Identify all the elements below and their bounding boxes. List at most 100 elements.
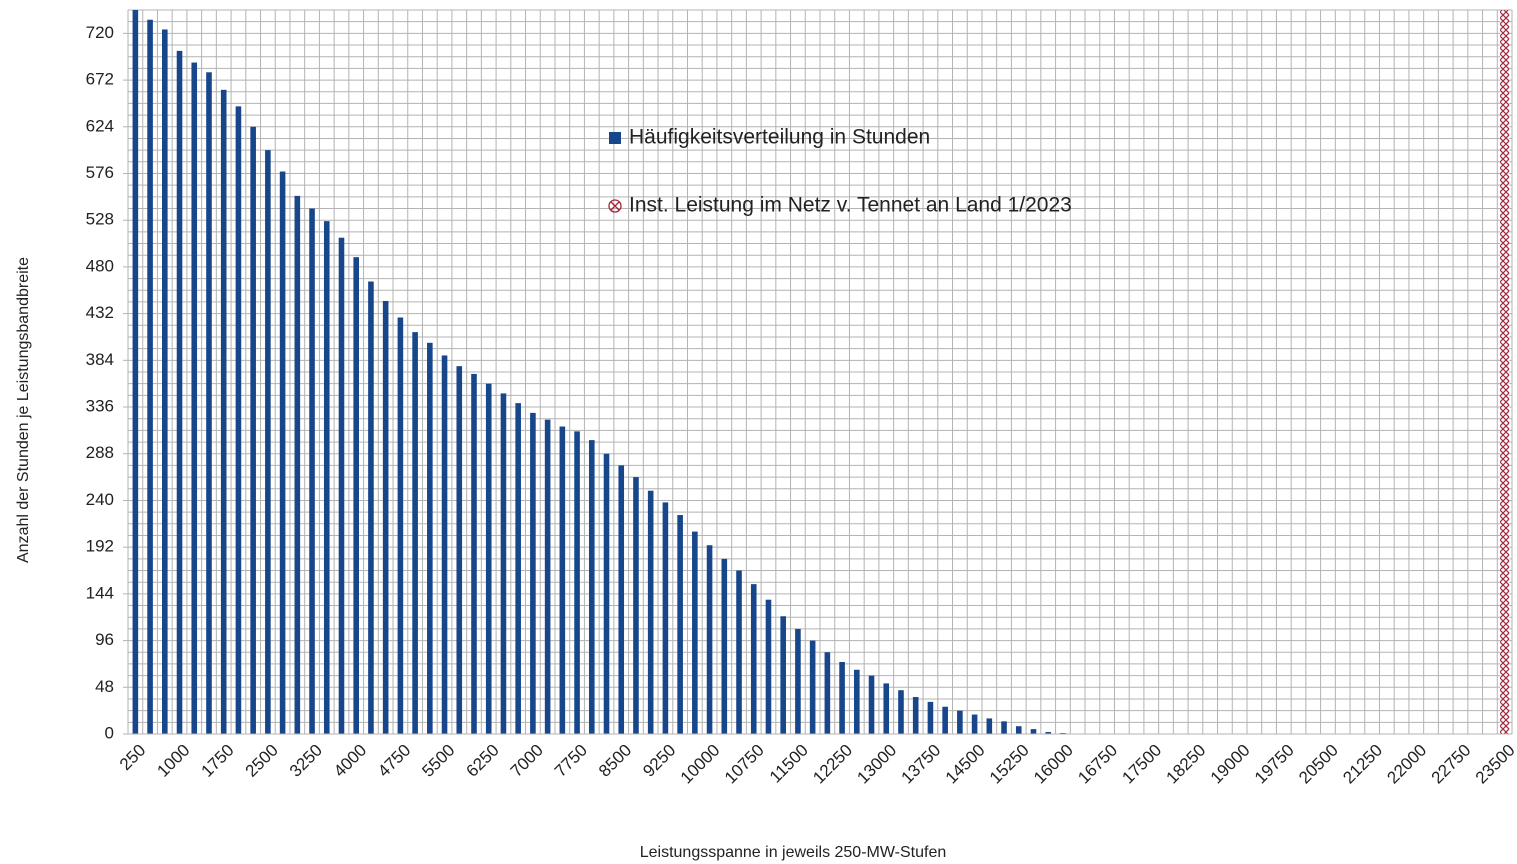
bar xyxy=(1015,726,1022,734)
y-tick-label: 720 xyxy=(86,23,114,42)
bar xyxy=(971,714,978,734)
bar xyxy=(441,355,448,734)
legend-label: Häufigkeitsverteilung in Stunden xyxy=(629,126,930,149)
y-tick-label: 240 xyxy=(86,490,114,509)
y-tick-label: 624 xyxy=(86,116,114,135)
bar xyxy=(176,50,183,734)
x-tick-label: 250 xyxy=(116,741,149,774)
legend-marker xyxy=(610,201,620,211)
bar xyxy=(603,453,610,734)
x-tick-label: 18250 xyxy=(1163,741,1210,788)
bar xyxy=(795,628,801,734)
bar xyxy=(235,106,242,735)
bar xyxy=(544,419,551,734)
x-tick-label: 12250 xyxy=(809,741,856,788)
bar xyxy=(559,426,566,734)
bar xyxy=(265,150,271,734)
y-tick-label: 432 xyxy=(86,303,114,322)
bar xyxy=(868,675,875,734)
bar xyxy=(368,281,374,734)
legend-label: Inst. Leistung im Netz v. Tennet an Land… xyxy=(629,194,1072,217)
bar xyxy=(382,300,389,734)
bar xyxy=(147,19,153,734)
x-tick-label: 7000 xyxy=(507,741,547,781)
bar xyxy=(618,465,625,734)
bar xyxy=(1030,729,1037,734)
bar xyxy=(809,640,816,734)
y-tick-label: 528 xyxy=(86,210,114,229)
bar xyxy=(765,599,772,734)
bar xyxy=(1500,10,1510,734)
x-tick-label: 10000 xyxy=(677,741,724,788)
bar xyxy=(456,366,463,734)
y-tick-label: 144 xyxy=(86,583,114,602)
bar xyxy=(662,502,669,734)
x-tick-label: 17500 xyxy=(1118,741,1165,788)
y-tick-label: 48 xyxy=(95,677,114,696)
bar xyxy=(750,584,757,734)
x-tick-label: 23500 xyxy=(1472,741,1517,788)
bar xyxy=(206,72,212,735)
bar xyxy=(780,616,786,734)
bar xyxy=(471,373,477,734)
bar xyxy=(427,342,433,734)
bar xyxy=(574,431,580,734)
y-tick-label: 480 xyxy=(86,256,114,275)
x-tick-label: 22750 xyxy=(1428,741,1475,788)
x-tick-label: 3250 xyxy=(286,741,326,781)
x-tick-label: 22000 xyxy=(1383,741,1430,788)
x-tick-label: 16000 xyxy=(1030,741,1077,788)
x-tick-label: 19750 xyxy=(1251,741,1298,788)
bar xyxy=(854,669,860,734)
bar xyxy=(191,62,198,734)
bar xyxy=(824,652,831,734)
bar xyxy=(412,332,418,734)
x-tick-label: 1750 xyxy=(198,741,238,781)
bar xyxy=(162,29,168,735)
bar xyxy=(500,393,507,734)
y-axis-title: Anzahl der Stunden je Leistungsbandbreit… xyxy=(15,257,32,563)
bar xyxy=(309,208,315,735)
x-tick-label: 19000 xyxy=(1207,741,1254,788)
bar xyxy=(353,257,360,734)
y-tick-label: 288 xyxy=(86,443,114,462)
x-tick-label: 7750 xyxy=(551,741,591,781)
bar xyxy=(839,661,845,734)
x-tick-label: 4750 xyxy=(374,741,414,781)
bar xyxy=(279,171,286,735)
bar xyxy=(588,440,595,734)
x-tick-label: 6250 xyxy=(463,741,503,781)
bar xyxy=(515,403,521,734)
y-tick-label: 336 xyxy=(86,397,114,416)
x-tick-label: 15250 xyxy=(986,741,1033,788)
bar xyxy=(957,710,963,734)
y-tick-label: 0 xyxy=(105,723,114,742)
bar xyxy=(721,558,728,734)
bar xyxy=(942,706,948,734)
x-tick-label: 13000 xyxy=(853,741,900,788)
bar xyxy=(883,683,890,734)
x-tick-label: 10750 xyxy=(721,741,768,788)
legend-marker xyxy=(608,199,622,213)
bar xyxy=(898,690,904,734)
bar xyxy=(706,545,713,734)
y-tick-label: 192 xyxy=(86,537,114,556)
bar xyxy=(397,317,404,734)
bar xyxy=(736,570,742,734)
y-tick-label: 672 xyxy=(86,70,114,89)
bar xyxy=(692,531,698,734)
bar xyxy=(1001,721,1007,734)
bar xyxy=(647,490,654,734)
x-tick-label: 1000 xyxy=(153,741,193,781)
y-tick-label: 96 xyxy=(95,630,114,649)
bar xyxy=(927,701,934,734)
bar xyxy=(485,383,492,734)
x-tick-label: 9250 xyxy=(639,741,679,781)
bar xyxy=(986,718,993,734)
bar xyxy=(633,477,639,734)
x-tick-label: 11500 xyxy=(766,741,812,787)
y-tick-label: 384 xyxy=(86,350,114,369)
bar xyxy=(1045,732,1052,734)
